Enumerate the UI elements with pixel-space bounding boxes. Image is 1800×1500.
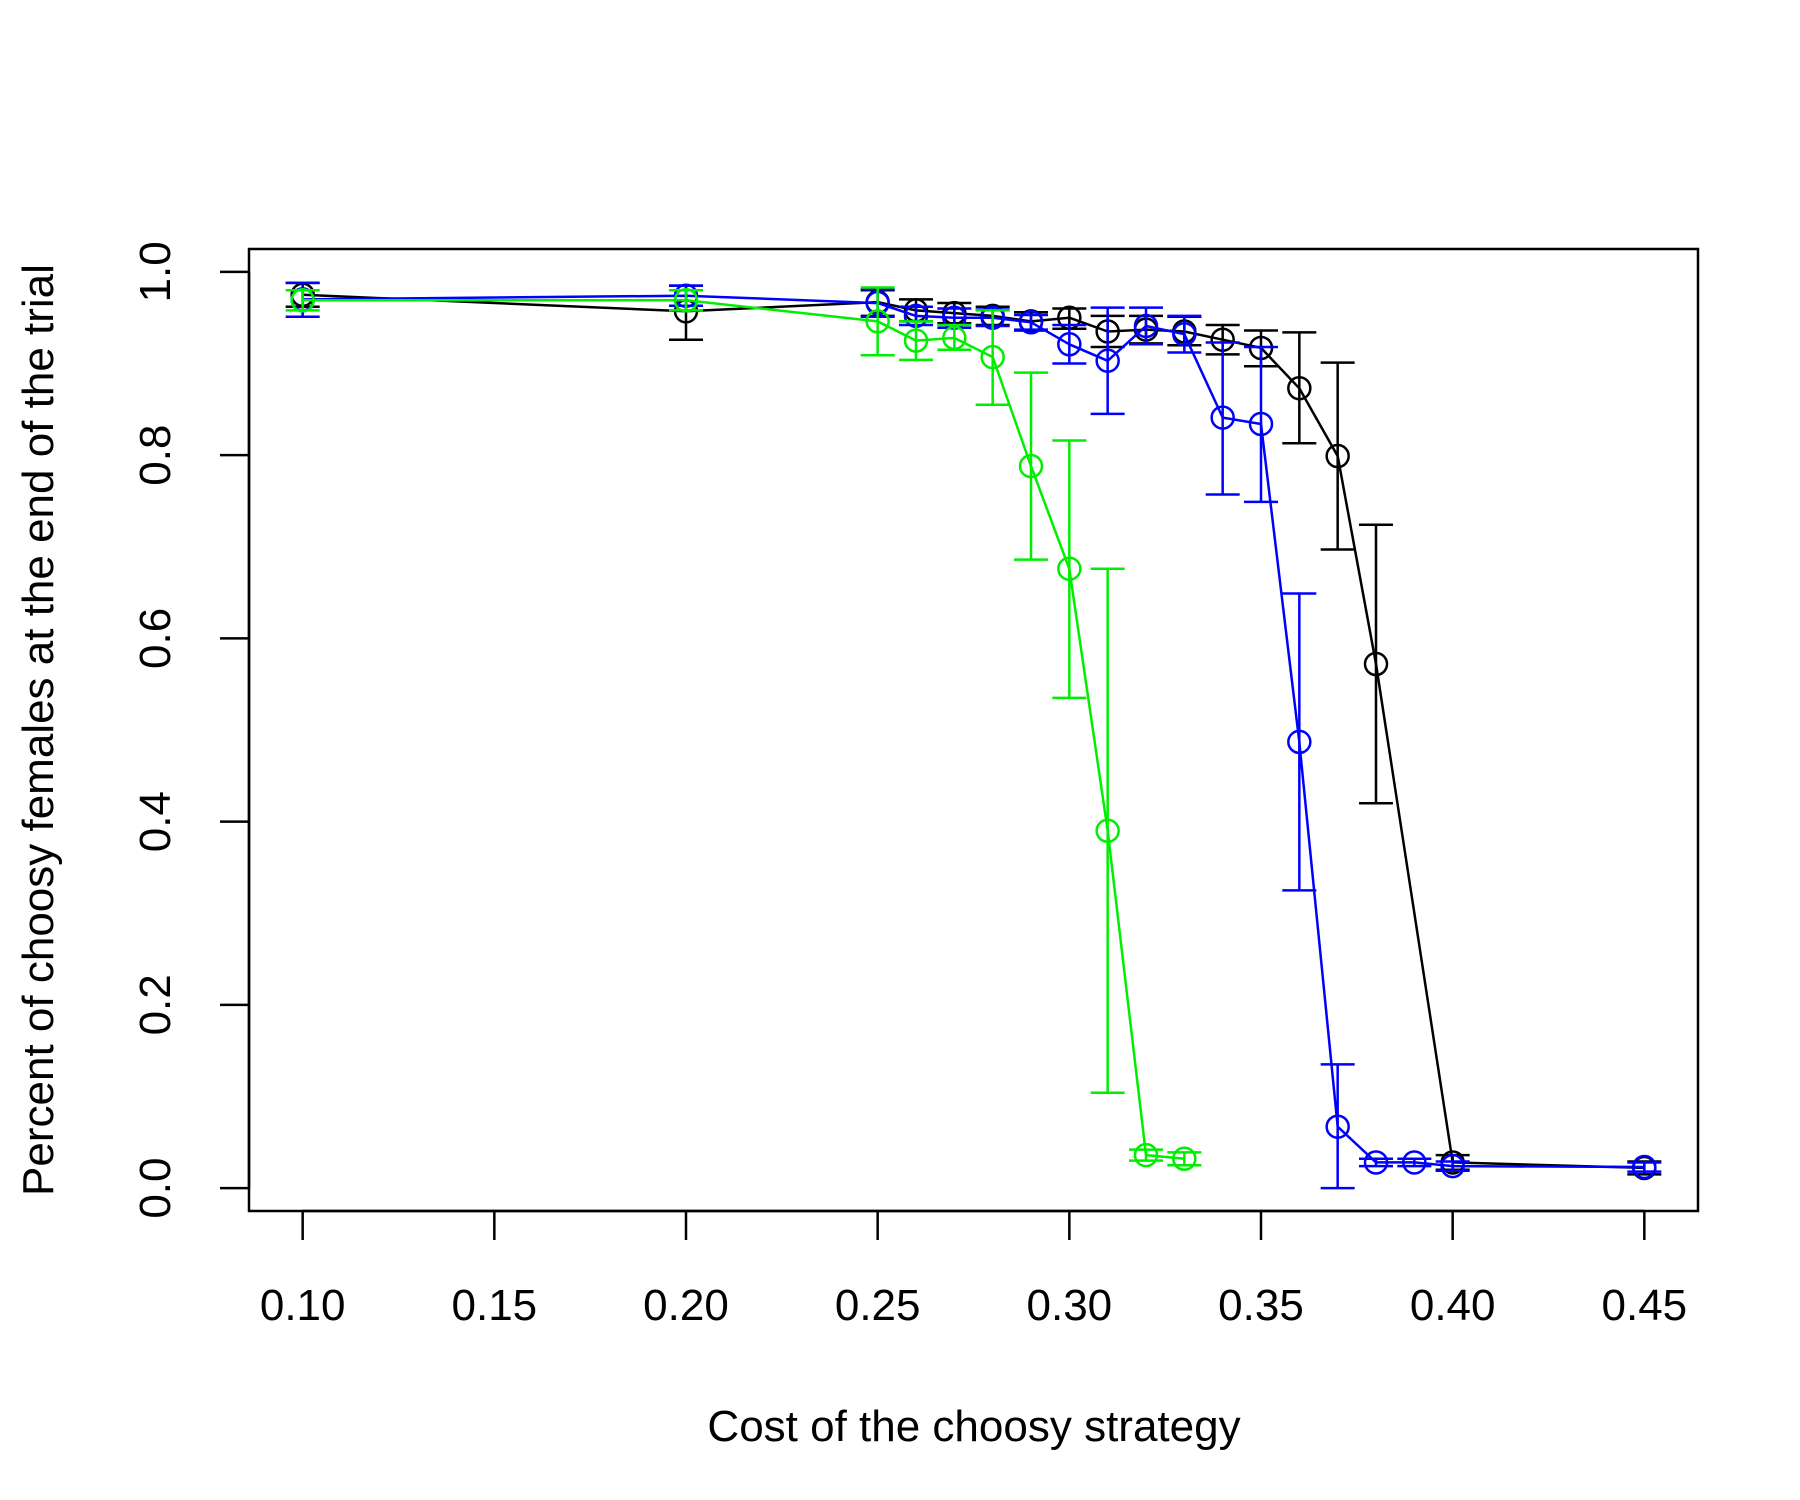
- y-tick-label: 1.0: [131, 241, 180, 302]
- x-tick-label: 0.20: [643, 1281, 729, 1330]
- series-line: [302, 299, 1185, 1161]
- data-point: [1248, 411, 1274, 437]
- x-axis: 0.10 0.15 0.20 0.25 0.30 0.35 0.40 0.45: [260, 1209, 1688, 1330]
- data-point: [1172, 1146, 1197, 1172]
- y-axis-label: Percent of choosy females at the end of …: [14, 264, 63, 1196]
- x-tick-label: 0.30: [1027, 1281, 1113, 1330]
- data-point: [1057, 556, 1082, 582]
- y-axis: 0.0 0.2 0.4 0.6 0.8 1.0: [131, 241, 251, 1219]
- x-axis-label: Cost of the choosy strategy: [707, 1402, 1240, 1451]
- series-green: [285, 286, 1202, 1172]
- data-point: [1325, 1114, 1350, 1139]
- data-point: [1402, 1150, 1427, 1175]
- x-tick-label: 0.35: [1218, 1281, 1304, 1330]
- series-line: [302, 293, 1645, 1170]
- x-tick-label: 0.25: [835, 1281, 921, 1330]
- series-layer: [285, 281, 1662, 1190]
- data-point: [673, 288, 699, 313]
- series-line: [302, 294, 1645, 1169]
- y-tick-label: 0.4: [131, 791, 180, 852]
- x-tick-label: 0.15: [452, 1281, 538, 1330]
- x-tick-label: 0.40: [1410, 1281, 1496, 1330]
- y-tick-label: 0.0: [131, 1158, 180, 1219]
- data-point: [1057, 332, 1082, 357]
- y-tick-label: 0.6: [131, 608, 180, 669]
- data-point: [1133, 313, 1159, 339]
- data-point: [1133, 1142, 1159, 1168]
- y-tick-label: 0.8: [131, 425, 180, 486]
- data-point: [290, 288, 315, 313]
- data-point: [1018, 310, 1044, 335]
- data-point: [1325, 443, 1350, 469]
- data-point: [942, 325, 967, 351]
- x-tick-label: 0.45: [1602, 1281, 1688, 1330]
- y-tick-label: 0.2: [131, 974, 180, 1035]
- data-point: [865, 309, 890, 334]
- data-point: [1287, 729, 1312, 755]
- data-point: [1363, 651, 1389, 677]
- data-point: [1363, 1150, 1389, 1175]
- data-point: [903, 328, 929, 353]
- data-point: [1287, 376, 1312, 401]
- data-point: [1095, 818, 1120, 844]
- data-point: [1440, 1153, 1465, 1179]
- data-point: [1210, 405, 1235, 430]
- x-tick-label: 0.10: [260, 1281, 346, 1330]
- data-point: [1095, 348, 1120, 374]
- data-point: [1172, 321, 1197, 347]
- data-point: [980, 344, 1005, 370]
- data-point: [1632, 1154, 1657, 1180]
- data-point: [1018, 453, 1044, 479]
